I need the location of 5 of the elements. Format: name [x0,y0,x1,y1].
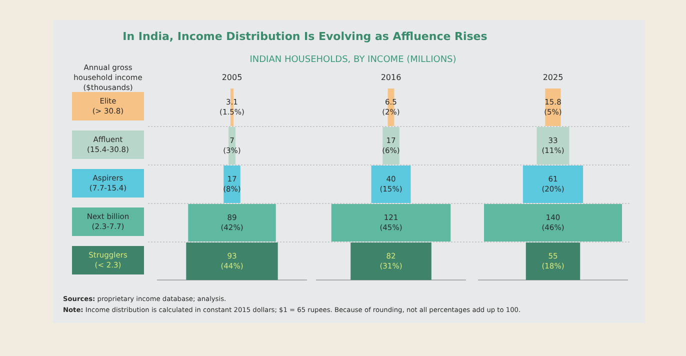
text: INDIAN HOUSEHOLDS, BY INCOME (MILLIONS) [250,55,456,65]
text: In India, Income Distribution Is Evolving as Affluence Rises [122,30,488,43]
series-label: 2005 [222,73,242,82]
series-label: 2016 [380,73,402,82]
series-label: 2025 [542,73,564,82]
